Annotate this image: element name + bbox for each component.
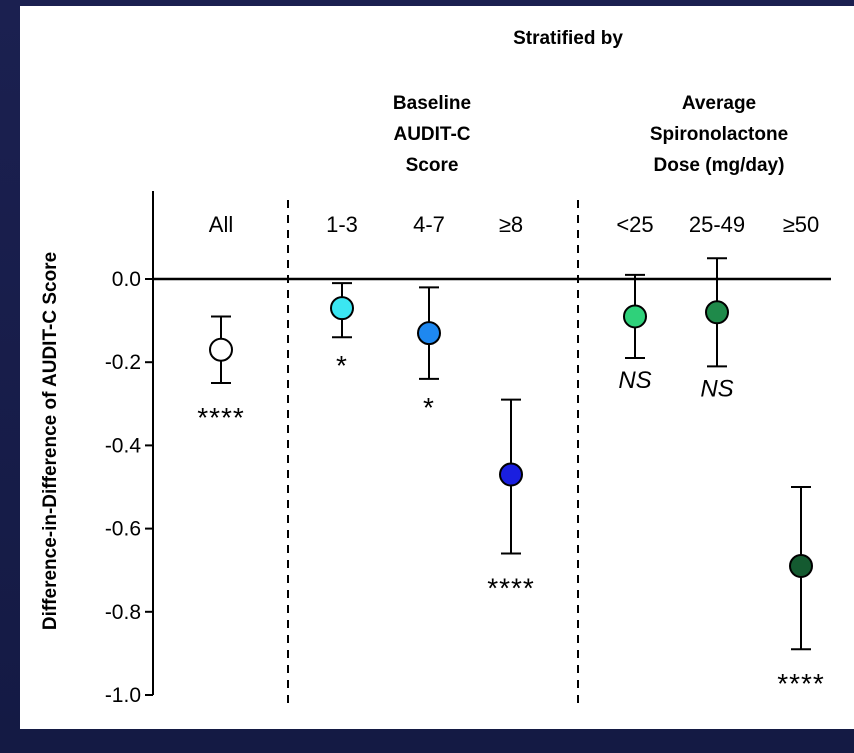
stratified-by-title: Stratified by: [513, 28, 623, 49]
significance-label: ****: [777, 668, 825, 699]
chart-svg: Stratified by Baseline AUDIT-C Score Ave…: [20, 6, 854, 729]
data-point-marker: [331, 297, 353, 319]
baseline-group-title-line1: Baseline: [393, 93, 471, 114]
category-label: 4-7: [413, 212, 445, 237]
data-points: **********NS NS****: [197, 258, 825, 699]
y-tick-label: -0.4: [105, 434, 142, 457]
y-tick-label: 0.0: [112, 268, 141, 291]
y-tick-label: -1.0: [105, 684, 141, 707]
significance-label: *: [336, 350, 348, 381]
data-point-group: *: [418, 287, 440, 423]
category-label: All: [209, 212, 233, 237]
data-point-marker: [706, 301, 728, 323]
category-label: 1-3: [326, 212, 358, 237]
data-point-group: NS: [618, 275, 651, 394]
category-label: <25: [616, 212, 653, 237]
category-label: 25-49: [689, 212, 745, 237]
significance-label: NS: [618, 367, 651, 394]
chart-panel: Stratified by Baseline AUDIT-C Score Ave…: [20, 6, 854, 729]
category-labels: All 1-3 4-7 ≥8 <25 25-49 ≥50: [209, 212, 820, 237]
y-tick-label: -0.2: [105, 351, 141, 374]
baseline-group-title-line3: Score: [406, 155, 459, 176]
baseline-group-title-line2: AUDIT-C: [393, 124, 470, 145]
dose-group-title-line3: Dose (mg/day): [654, 155, 785, 176]
category-label: ≥8: [499, 212, 523, 237]
data-point-marker: [624, 305, 646, 327]
y-tick-label: -0.6: [105, 518, 141, 541]
data-point-group: ****: [777, 487, 825, 699]
data-point-marker: [210, 339, 232, 361]
data-point-marker: [418, 322, 440, 344]
data-point-group: ****: [197, 316, 245, 433]
significance-label: ****: [197, 402, 245, 433]
y-axis: 0.0 -0.2 -0.4 -0.6 -0.8 -1.0: [105, 191, 831, 707]
dose-group-title-line2: Spironolactone: [650, 124, 788, 145]
y-axis-label: Difference-in-Difference of AUDIT-C Scor…: [40, 252, 61, 630]
data-point-group: *: [331, 283, 353, 381]
dose-group-title-line1: Average: [682, 93, 756, 114]
significance-label: ****: [487, 573, 535, 604]
significance-label: *: [423, 392, 435, 423]
category-label: ≥50: [783, 212, 820, 237]
data-point-marker: [790, 555, 812, 577]
significance-label: NS: [700, 375, 733, 402]
y-tick-label: -0.8: [105, 601, 141, 624]
data-point-group: ****: [487, 400, 535, 604]
data-point-marker: [500, 464, 522, 486]
